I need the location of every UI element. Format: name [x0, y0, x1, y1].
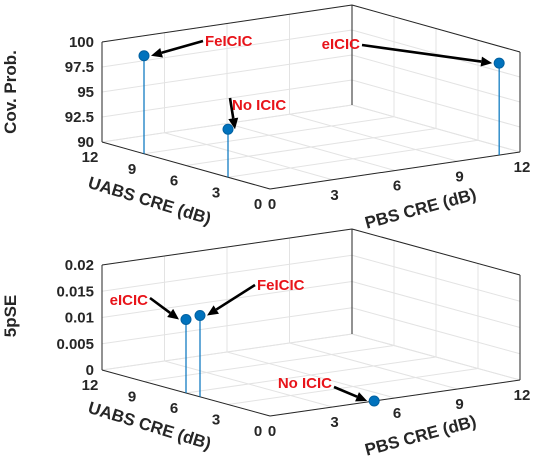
- z-tick-label: 95: [77, 84, 94, 101]
- data-point: [493, 57, 505, 69]
- z-tick-label: 0: [86, 362, 94, 379]
- grid-line: [101, 333, 353, 371]
- y-tick-label: 3: [212, 184, 220, 201]
- x-tick-label: 3: [330, 187, 338, 204]
- data-point: [194, 309, 206, 321]
- annotation-arrowhead: [207, 305, 219, 316]
- box-edge: [351, 4, 521, 53]
- z-tick-label: 0.02: [65, 257, 94, 274]
- annotation-arrowhead: [480, 56, 493, 67]
- annotation-arrow: [149, 296, 171, 314]
- grid-line: [351, 79, 521, 128]
- x-axis-line: [269, 379, 521, 417]
- annotation-label: No ICIC: [278, 375, 332, 392]
- box-edge: [101, 228, 353, 266]
- x-tick-label: 9: [455, 396, 463, 413]
- z-tick-label: 100: [69, 34, 94, 51]
- annotation-arrow: [361, 43, 482, 63]
- y-tick-label: 12: [82, 377, 99, 394]
- z-tick-label: 90: [77, 134, 94, 151]
- y-axis-label: UABS CRE (dB): [86, 173, 213, 228]
- annotation-arrowhead: [355, 392, 368, 402]
- grid-line: [351, 307, 521, 355]
- y-axis-line: [101, 141, 271, 190]
- x-tick-label: 0: [268, 423, 276, 440]
- grid-line: [351, 54, 521, 103]
- grid-line: [143, 345, 395, 382]
- y-tick-label: 3: [212, 412, 220, 429]
- data-point: [180, 314, 192, 325]
- x-tick-label: 6: [393, 405, 401, 422]
- y-tick-label: 9: [128, 389, 136, 406]
- annotation-label: eICIC: [322, 36, 361, 53]
- x-tick-label: 6: [393, 178, 401, 195]
- y-tick-label: 12: [82, 149, 99, 166]
- z-tick-label: 97.5: [65, 59, 94, 76]
- y-axis-label: UABS CRE (dB): [86, 398, 213, 453]
- annotation-arrow: [228, 97, 235, 119]
- grid-line: [227, 368, 479, 405]
- z-axis-label: 5pSE: [1, 295, 20, 338]
- data-point: [138, 50, 150, 62]
- grid-line: [101, 254, 353, 292]
- x-tick-label: 3: [330, 414, 338, 431]
- annotation-label: FeICIC: [205, 33, 253, 50]
- annotation-label: FeICIC: [257, 277, 305, 294]
- grid-line: [185, 356, 437, 394]
- y-tick-label: 0: [254, 423, 262, 440]
- annotation-arrow: [161, 39, 204, 54]
- data-point: [368, 395, 380, 407]
- box-edge: [351, 228, 521, 276]
- annotation-arrow: [333, 385, 358, 398]
- z-tick-label: 92.5: [65, 109, 94, 126]
- grid-line: [351, 281, 521, 328]
- x-tick-label: 12: [514, 387, 531, 404]
- grid-line: [101, 307, 353, 345]
- grid-line: [101, 281, 353, 318]
- grid-line: [143, 116, 395, 155]
- annotation-label: No ICIC: [232, 97, 286, 114]
- y-tick-label: 6: [170, 400, 178, 417]
- x-tick-label: 0: [268, 196, 276, 213]
- z-axis-label: Cov. Prob.: [1, 50, 20, 134]
- data-point: [222, 123, 234, 135]
- annotation-arrowhead: [167, 308, 179, 320]
- annotation-arrow: [215, 283, 256, 311]
- grid-line: [351, 254, 521, 302]
- annotation-label: eICIC: [110, 292, 149, 309]
- grid-line: [351, 29, 521, 78]
- x-axis-label: PBS CRE (dB): [363, 412, 478, 460]
- grid-line: [351, 104, 521, 153]
- annotation-arrowhead: [151, 47, 163, 58]
- y-tick-label: 9: [128, 161, 136, 178]
- box-edge: [101, 4, 353, 43]
- z-tick-label: 0.005: [56, 336, 94, 353]
- y-tick-label: 6: [170, 173, 178, 190]
- x-tick-label: 9: [455, 168, 463, 185]
- annotation-arrowhead: [228, 117, 239, 130]
- x-tick-label: 12: [514, 159, 531, 176]
- grid-line: [227, 139, 479, 178]
- z-tick-label: 0.015: [56, 283, 94, 300]
- y-tick-label: 0: [254, 196, 262, 213]
- z-tick-label: 0.01: [65, 310, 94, 327]
- x-axis-line: [269, 151, 521, 190]
- grid-line: [351, 333, 521, 381]
- grid-line: [185, 128, 437, 166]
- x-axis-label: PBS CRE (dB): [363, 185, 478, 233]
